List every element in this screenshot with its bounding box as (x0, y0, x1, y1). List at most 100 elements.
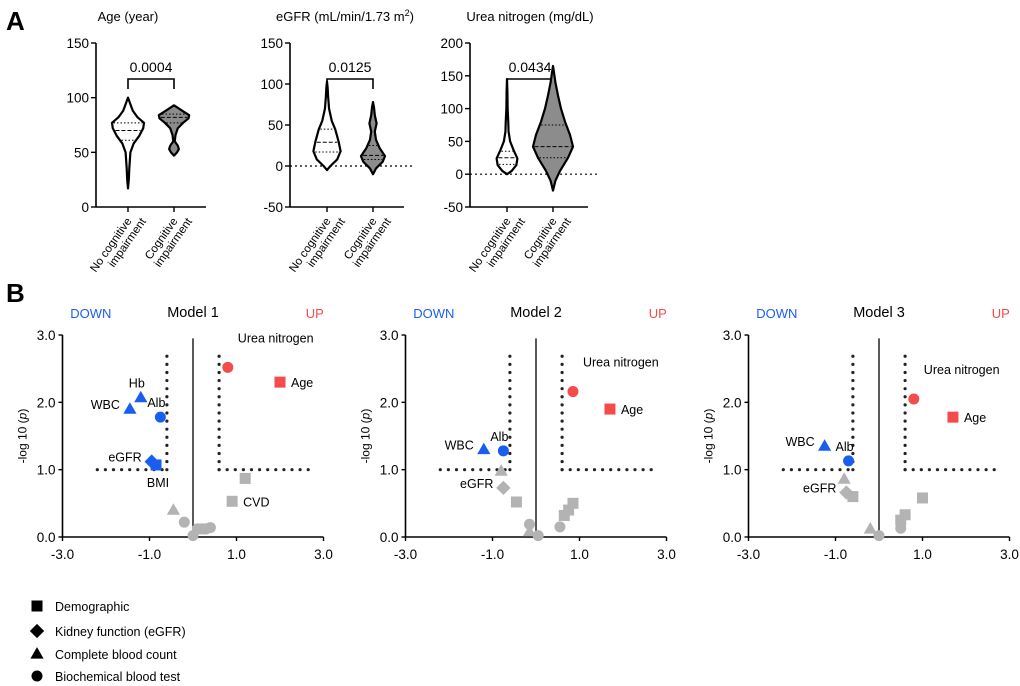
legend-label: Demographic (55, 600, 129, 614)
y-axis-label-text: -log 10 ( (359, 419, 373, 463)
violin-plot-2: eGFR (mL/min/1.73 m2) -50 0 50 100 150 0.0125 N… (260, 8, 414, 275)
p-value-label: 0.0004 (130, 59, 173, 75)
model-title: Model 2 (510, 305, 562, 321)
point-down-circle (154, 411, 166, 423)
volcano-plot-model-2: Model 2 DOWN UP 0.0 1.0 2.0 3.0 -3.0 -1.0 1.0 3.0 -… (359, 305, 676, 562)
point-label: WBC (785, 435, 814, 449)
up-label: UP (649, 306, 667, 321)
x-tick-label: -1.0 (824, 547, 847, 562)
y-tick-label: 2.0 (380, 395, 399, 410)
y-tick-label: 0.0 (380, 530, 399, 545)
point-down-triangle (134, 390, 148, 403)
point-ns-square (563, 504, 575, 516)
panel-label-a: A (6, 6, 25, 36)
triangle-icon (30, 647, 44, 659)
point-ns-square (917, 492, 928, 504)
y-tick-label: -50 (263, 200, 283, 215)
category-label: Cognitiveimpairment (143, 209, 196, 270)
y-tick-label: 100 (440, 102, 463, 117)
x-tick-label: 1.0 (913, 547, 932, 562)
point-label: Age (964, 411, 986, 425)
x-tick-label: -3.0 (51, 547, 74, 562)
point-ns-square (899, 509, 911, 521)
y-tick-label: 0.0 (37, 530, 56, 545)
down-label: DOWN (413, 306, 454, 321)
y-tick-label: 3.0 (380, 328, 399, 343)
panel-a-violin-plots: Age (year) 0 50 100 150 0.0004 No cognitiveimp… (66, 8, 598, 282)
violin-title: Age (year) (98, 9, 159, 24)
y-tick-label: 150 (66, 36, 89, 51)
y-tick-label: 1.0 (723, 463, 742, 478)
category-label: No cognitiveimpairment (88, 209, 149, 282)
y-tick-label: 200 (440, 36, 463, 51)
point-label: Urea nitrogen (238, 331, 314, 345)
x-tick-label: -3.0 (737, 547, 760, 562)
point-ns-circle (178, 516, 190, 528)
x-tick-label: -1.0 (138, 547, 161, 562)
point-up-circle (908, 393, 920, 405)
y-axis-label-italic: p (702, 412, 716, 420)
down-label: DOWN (70, 306, 111, 321)
square-icon (31, 600, 43, 612)
point-ns-triangle (863, 522, 877, 534)
y-tick-label: 0.0 (723, 530, 742, 545)
circle-icon (31, 670, 43, 682)
point-ns-square (847, 491, 859, 503)
category-label: Cognitiveimpairment (342, 209, 395, 270)
up-label: UP (306, 306, 324, 321)
point-label: Hb (129, 377, 145, 391)
y-tick-label: 2.0 (723, 395, 742, 410)
y-tick-label: 0 (455, 167, 463, 182)
point-ns-circle (873, 530, 885, 542)
y-tick-label: 50 (268, 118, 283, 133)
model-title: Model 3 (853, 305, 905, 321)
y-axis-label-italic: p (359, 412, 373, 420)
volcano-plot-model-1: Model 1 DOWN UP 0.0 1.0 2.0 3.0 -3.0 -1.0 1.0 3.0 -… (16, 305, 333, 562)
point-ns-triangle (166, 503, 181, 515)
point-ns-circle (532, 530, 544, 542)
point-ns-triangle (522, 524, 537, 537)
x-tick-label: 3.0 (657, 547, 676, 562)
point-up-circle (222, 361, 234, 373)
y-axis-label: -log 10 (p) (702, 409, 716, 464)
legend-label: Complete blood count (55, 648, 177, 662)
violin-shape-no-cognitive (495, 77, 519, 176)
violin-title: eGFR (mL/min/1.73 m2) (276, 8, 414, 24)
legend: Demographic Kidney function (eGFR) Complet… (29, 600, 186, 684)
point-label: BMI (147, 476, 169, 490)
violin-shape-cognitive (359, 100, 387, 176)
point-label: eGFR (460, 477, 493, 491)
y-axis-label-end: ) (702, 409, 716, 413)
category-label: Cognitiveimpairment (522, 209, 575, 270)
point-label: WBC (445, 438, 474, 452)
point-label: eGFR (803, 482, 836, 496)
y-tick-label: 150 (440, 69, 463, 84)
point-ns-square (239, 472, 251, 484)
point-label: Urea nitrogen (924, 363, 1000, 377)
point-label: Alb (836, 440, 854, 454)
violin-title-text: eGFR (mL/min/1.73 m (276, 9, 405, 24)
point-ns-triangle (494, 464, 508, 476)
point-ns-circle (523, 518, 535, 530)
y-tick-label: 100 (260, 77, 283, 92)
violin-title-text: Urea nitrogen (mg/dL) (466, 9, 593, 24)
point-ns-square (226, 495, 238, 507)
y-tick-label: 0 (81, 200, 89, 215)
point-ns-triangle (837, 472, 851, 484)
point-ns-diamond (839, 485, 854, 500)
y-axis-label-italic: p (16, 412, 30, 420)
x-tick-label: -3.0 (394, 547, 417, 562)
point-down-circle (843, 455, 855, 467)
point-down-triangle (818, 439, 832, 451)
y-tick-label: 150 (260, 36, 283, 51)
point-down-circle (497, 445, 509, 457)
point-label: eGFR (108, 451, 141, 465)
point-up-circle (567, 386, 579, 398)
violin-shape-no-cognitive (312, 80, 342, 172)
x-tick-label: 3.0 (1000, 547, 1019, 562)
violin-plot-1: Age (year) 0 50 100 150 0.0004 No cognitiveimp… (66, 9, 206, 282)
volcano-plot-model-3: Model 3 DOWN UP 0.0 1.0 2.0 3.0 -3.0 -1.0 1.0 3.0 -… (702, 305, 1019, 562)
category-label: No cognitiveimpairment (467, 209, 528, 282)
diamond-icon (29, 623, 45, 639)
